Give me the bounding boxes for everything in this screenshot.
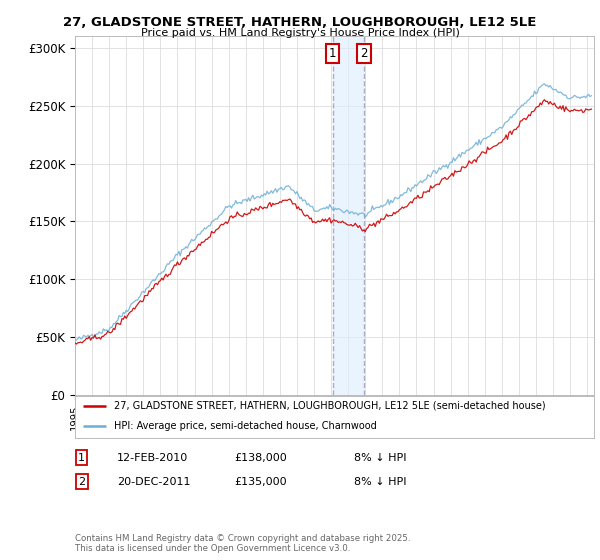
Text: 1: 1 bbox=[78, 452, 85, 463]
Text: 27, GLADSTONE STREET, HATHERN, LOUGHBOROUGH, LE12 5LE (semi-detached house): 27, GLADSTONE STREET, HATHERN, LOUGHBORO… bbox=[114, 401, 545, 411]
Text: 12-FEB-2010: 12-FEB-2010 bbox=[117, 452, 188, 463]
Bar bbox=[332, 36, 364, 395]
Text: 8% ↓ HPI: 8% ↓ HPI bbox=[354, 452, 407, 463]
Text: HPI: Average price, semi-detached house, Charnwood: HPI: Average price, semi-detached house,… bbox=[114, 421, 377, 431]
Text: 1: 1 bbox=[329, 47, 336, 60]
Text: Price paid vs. HM Land Registry's House Price Index (HPI): Price paid vs. HM Land Registry's House … bbox=[140, 28, 460, 38]
Text: 8% ↓ HPI: 8% ↓ HPI bbox=[354, 477, 407, 487]
Text: £138,000: £138,000 bbox=[234, 452, 287, 463]
Text: 20-DEC-2011: 20-DEC-2011 bbox=[117, 477, 191, 487]
Text: 2: 2 bbox=[78, 477, 85, 487]
Text: Contains HM Land Registry data © Crown copyright and database right 2025.
This d: Contains HM Land Registry data © Crown c… bbox=[75, 534, 410, 553]
Text: 27, GLADSTONE STREET, HATHERN, LOUGHBOROUGH, LE12 5LE: 27, GLADSTONE STREET, HATHERN, LOUGHBORO… bbox=[64, 16, 536, 29]
Text: £135,000: £135,000 bbox=[234, 477, 287, 487]
Text: 2: 2 bbox=[360, 47, 368, 60]
